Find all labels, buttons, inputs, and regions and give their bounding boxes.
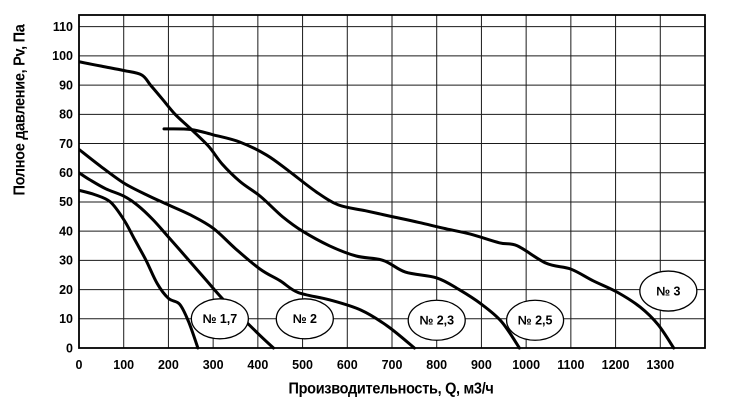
x-tick-label: 900 — [471, 358, 492, 372]
y-tick-label: 30 — [59, 254, 73, 268]
x-tick-label: 1100 — [557, 358, 584, 372]
x-tick-label: 1200 — [602, 358, 630, 372]
y-tick-label: 10 — [59, 312, 73, 326]
y-tick-label: 0 — [66, 341, 73, 355]
curve-label-text: № 1,7 — [202, 312, 237, 326]
curve-3 — [79, 147, 416, 350]
plot-frame — [78, 14, 706, 349]
x-tick-label: 200 — [158, 358, 179, 372]
y-tick-label: 20 — [59, 283, 73, 297]
curve-label-bubble — [275, 298, 334, 340]
y-tick-label: 60 — [59, 166, 73, 180]
x-tick-label: 600 — [337, 358, 358, 372]
y-tick-label: 100 — [52, 49, 73, 63]
curve-label-bubble — [190, 298, 250, 340]
x-tick-label: 500 — [292, 358, 313, 372]
x-tick-label: 1300 — [646, 358, 674, 372]
curve-label-bubble — [505, 299, 565, 341]
x-axis-title: Производительность, Q, м3/ч — [288, 380, 494, 398]
x-tick-label: 700 — [382, 358, 403, 372]
curve-label-bubble — [407, 299, 466, 341]
x-tick-label: 1000 — [512, 358, 540, 372]
curve-label-text: № 2 — [293, 312, 317, 326]
y-tick-label: 70 — [59, 137, 73, 151]
x-tick-label: 400 — [247, 358, 268, 372]
curve-label-bubble — [639, 270, 698, 312]
y-tick-label: 80 — [59, 108, 73, 122]
curve-label-text: № 2,5 — [518, 314, 553, 328]
curve-4 — [79, 60, 521, 350]
x-tick-label: 100 — [113, 358, 134, 372]
x-tick-label: 300 — [203, 358, 224, 372]
x-tick-label: 0 — [76, 358, 83, 372]
curve-5 — [162, 127, 676, 350]
y-tick-label: 90 — [59, 78, 73, 92]
curve-1 — [79, 188, 200, 350]
curve-label-text: № 2,3 — [419, 314, 454, 328]
y-tick-label: 110 — [53, 20, 73, 34]
x-tick-label: 800 — [426, 358, 447, 372]
y-tick-label: 40 — [59, 224, 73, 238]
curve-label-text: № 3 — [656, 284, 680, 298]
y-tick-label: 50 — [59, 195, 73, 209]
